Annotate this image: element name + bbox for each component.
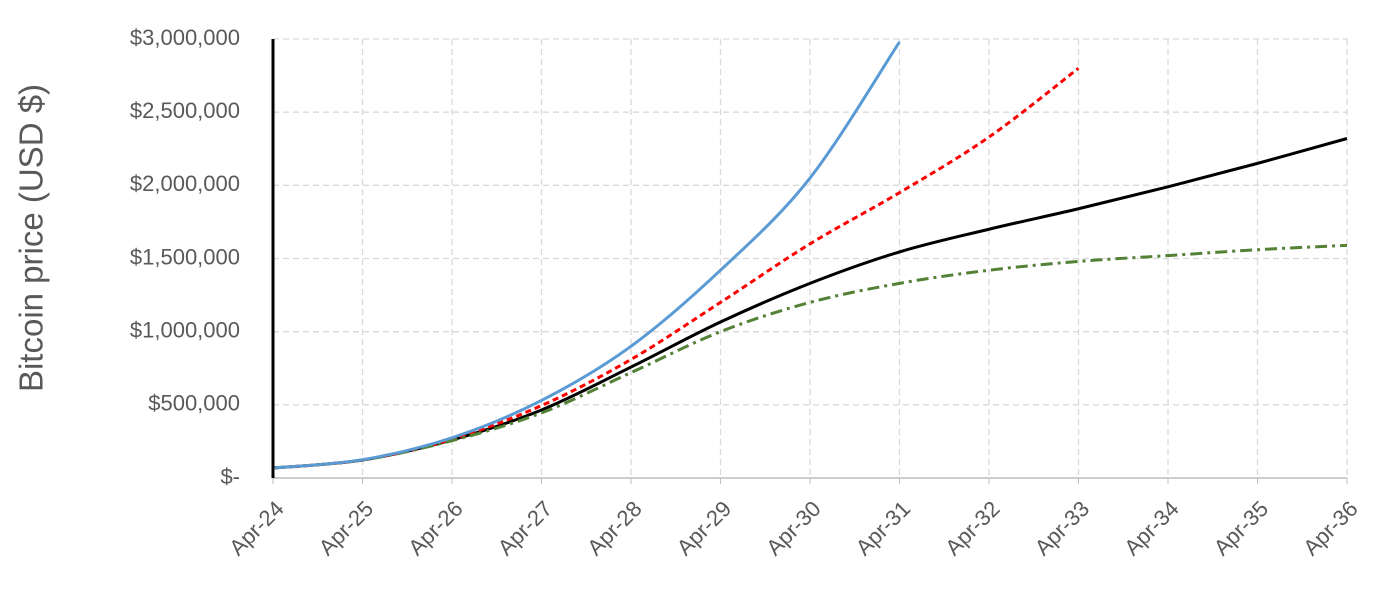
y-axis-label: Bitcoin price (USD $) [13,84,50,392]
x-tick-label: Apr-28 [582,496,646,560]
y-tick-label: $2,000,000 [130,171,240,196]
x-tick-label: Apr-34 [1119,496,1183,560]
data-line [273,243,1348,470]
y-tick-label: $- [220,464,240,489]
y-tick-label: $1,500,000 [130,244,240,269]
y-tick-label: $500,000 [148,391,240,416]
x-tick-label: Apr-29 [672,496,736,560]
y-tick-label: $2,500,000 [130,98,240,123]
x-tick-label: Apr-32 [940,496,1004,560]
x-tick-label: Apr-36 [1298,496,1362,560]
x-tick-label: Apr-35 [1209,496,1273,560]
x-tick-label: Apr-30 [761,496,825,560]
x-tick-label: Apr-31 [851,496,915,560]
x-tick-label: Apr-25 [314,496,378,560]
y-tick-label: $1,000,000 [130,317,240,342]
data-line [273,41,901,470]
x-tick-label: Apr-27 [493,496,557,560]
x-tick-label: Apr-26 [403,496,467,560]
x-tick-label: Apr-24 [224,496,288,560]
data-line [273,67,1080,470]
x-tick-label: Apr-33 [1030,496,1094,560]
y-tick-label: $3,000,000 [130,25,240,50]
